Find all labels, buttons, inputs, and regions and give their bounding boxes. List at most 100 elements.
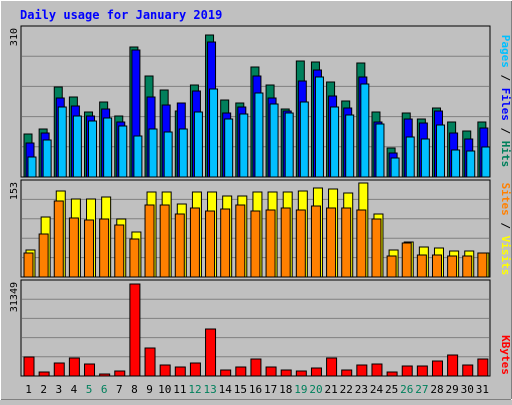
bar-kbytes-day-13 bbox=[205, 328, 217, 377]
legend-hits: Hits bbox=[499, 141, 512, 168]
bar-sites-day-12 bbox=[189, 207, 200, 278]
x-label-day-23: 23 bbox=[355, 383, 368, 396]
bar-pages-day-11 bbox=[178, 128, 188, 178]
bar-pages-day-15 bbox=[239, 113, 249, 178]
bar-kbytes-day-5 bbox=[84, 363, 96, 377]
bar-pages-day-17 bbox=[269, 103, 279, 178]
legend-sep-2: / bbox=[499, 121, 512, 141]
bar-pages-day-18 bbox=[284, 112, 294, 178]
legend-pages-files-hits: Pages / Files / Hits bbox=[499, 35, 512, 168]
bar-pages-day-28 bbox=[435, 124, 445, 178]
bar-pages-day-20 bbox=[314, 76, 324, 178]
x-axis-day-labels: 1 2 3 4 5 6 7 8 9 10 11 12 13 14 15 16 17 18 19 20 21 22 23 24 2… bbox=[25, 383, 489, 396]
legend-sites: Sites bbox=[499, 183, 512, 216]
bar-sites-day-22 bbox=[341, 207, 352, 278]
bar-pages-day-22 bbox=[345, 114, 355, 178]
bar-pages-day-26 bbox=[405, 136, 415, 178]
bar-pages-day-4 bbox=[72, 115, 82, 178]
bar-pages-day-3 bbox=[57, 106, 67, 178]
bar-sites-day-31 bbox=[477, 252, 488, 278]
bar-pages-day-10 bbox=[163, 131, 173, 178]
bar-pages-day-7 bbox=[118, 125, 128, 178]
x-label-day-28: 28 bbox=[430, 383, 443, 396]
bar-sites-day-19 bbox=[295, 209, 306, 278]
bar-pages-day-14 bbox=[224, 118, 234, 178]
bar-pages-day-12 bbox=[193, 111, 203, 178]
bar-sites-day-14 bbox=[220, 208, 231, 278]
bar-pages-day-13 bbox=[209, 88, 219, 178]
x-label-day-14: 14 bbox=[219, 383, 233, 396]
bar-sites-day-28 bbox=[431, 254, 442, 278]
bar-sites-day-11 bbox=[174, 213, 185, 278]
bar-sites-day-5 bbox=[84, 219, 95, 278]
bar-sites-day-8 bbox=[129, 238, 140, 278]
bar-kbytes-day-24 bbox=[371, 363, 383, 377]
bar-sites-day-21 bbox=[326, 207, 337, 278]
bar-kbytes-day-28 bbox=[431, 360, 443, 377]
legend-pages-files-hits-text: Pages / Files / Hits bbox=[499, 35, 512, 168]
y-max-label-panel-3: 31349 bbox=[9, 282, 20, 312]
bar-kbytes-day-17 bbox=[265, 366, 277, 377]
bar-kbytes-day-11 bbox=[174, 366, 186, 377]
bar-kbytes-day-31 bbox=[477, 358, 489, 377]
x-label-day-15: 15 bbox=[234, 383, 247, 396]
x-label-day-4: 4 bbox=[71, 383, 78, 396]
x-label-day-10: 10 bbox=[158, 383, 171, 396]
bar-kbytes-day-9 bbox=[144, 347, 156, 377]
bar-kbytes-day-30 bbox=[462, 364, 474, 377]
bar-sites-day-1 bbox=[23, 252, 34, 278]
x-label-day-26: 26 bbox=[400, 383, 413, 396]
bar-sites-day-20 bbox=[310, 205, 321, 278]
x-label-day-8: 8 bbox=[131, 383, 138, 396]
bar-kbytes-day-22 bbox=[341, 369, 353, 377]
chart-title: Daily usage for January 2019 bbox=[20, 8, 222, 22]
legend-sites-visits: Sites / Visits bbox=[499, 183, 512, 276]
x-label-day-5: 5 bbox=[86, 383, 93, 396]
bar-kbytes-day-1 bbox=[23, 356, 35, 377]
x-label-day-16: 16 bbox=[249, 383, 262, 396]
chart-marks bbox=[23, 34, 491, 377]
legend-pages: Pages bbox=[499, 35, 512, 68]
bar-kbytes-day-4 bbox=[68, 357, 80, 377]
bar-kbytes-day-25 bbox=[386, 371, 398, 377]
bar-kbytes-day-2 bbox=[38, 371, 50, 377]
bar-sites-day-10 bbox=[159, 204, 170, 278]
bar-pages-day-27 bbox=[420, 138, 430, 178]
bar-kbytes-day-12 bbox=[189, 362, 201, 377]
bar-kbytes-day-14 bbox=[220, 369, 232, 377]
bar-kbytes-day-7 bbox=[114, 370, 126, 377]
bar-sites-day-29 bbox=[447, 255, 458, 278]
x-label-day-7: 7 bbox=[116, 383, 123, 396]
bar-pages-day-29 bbox=[451, 149, 461, 178]
bar-kbytes-day-6 bbox=[99, 373, 111, 377]
x-label-day-1: 1 bbox=[25, 383, 32, 396]
bar-sites-day-24 bbox=[371, 218, 382, 278]
x-label-day-22: 22 bbox=[340, 383, 353, 396]
x-label-day-9: 9 bbox=[146, 383, 153, 396]
bar-kbytes-day-8 bbox=[129, 283, 141, 377]
bar-kbytes-day-26 bbox=[401, 365, 413, 377]
bar-pages-day-16 bbox=[254, 92, 264, 178]
bar-sites-day-13 bbox=[205, 210, 216, 278]
y-max-label-panel-1: 310 bbox=[9, 28, 20, 46]
bar-sites-day-6 bbox=[99, 218, 110, 278]
bar-pages-day-25 bbox=[390, 157, 400, 178]
bar-sites-day-26 bbox=[401, 242, 412, 278]
bar-kbytes-day-27 bbox=[416, 365, 428, 377]
x-label-day-21: 21 bbox=[325, 383, 338, 396]
legend-files: Files bbox=[499, 88, 512, 121]
x-label-day-27: 27 bbox=[415, 383, 428, 396]
x-label-day-3: 3 bbox=[56, 383, 63, 396]
bar-sites-day-25 bbox=[386, 255, 397, 278]
legend-kbytes-text: KBytes bbox=[499, 335, 512, 375]
bar-sites-day-7 bbox=[114, 224, 125, 278]
bar-sites-day-23 bbox=[356, 209, 367, 278]
bar-pages-day-5 bbox=[88, 120, 98, 178]
bar-sites-day-15 bbox=[235, 204, 246, 278]
bar-pages-day-30 bbox=[466, 150, 476, 178]
x-label-day-12: 12 bbox=[188, 383, 201, 396]
bar-pages-day-9 bbox=[148, 128, 158, 178]
x-label-day-25: 25 bbox=[385, 383, 398, 396]
